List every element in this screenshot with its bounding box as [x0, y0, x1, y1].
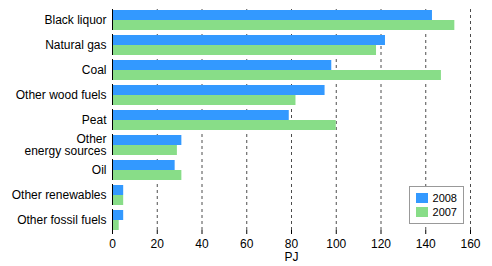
svg-text:140: 140 — [416, 237, 436, 251]
svg-text:Other wood fuels: Other wood fuels — [16, 88, 107, 102]
svg-text:60: 60 — [240, 237, 254, 251]
svg-text:0: 0 — [109, 237, 116, 251]
svg-text:Peat: Peat — [82, 113, 107, 127]
svg-text:Otherenergy sources: Otherenergy sources — [24, 132, 106, 158]
svg-text:80: 80 — [284, 237, 299, 251]
svg-text:Other renewables: Other renewables — [12, 188, 107, 202]
svg-text:40: 40 — [195, 237, 209, 251]
svg-text:Other fossil fuels: Other fossil fuels — [17, 213, 106, 227]
svg-text:Coal: Coal — [82, 63, 107, 77]
svg-text:PJ: PJ — [284, 250, 298, 264]
svg-text:Black liquor: Black liquor — [44, 13, 106, 27]
svg-text:120: 120 — [371, 237, 391, 251]
svg-text:20: 20 — [151, 237, 165, 251]
svg-text:Natural gas: Natural gas — [45, 38, 106, 52]
html-text:2007: 2007 — [432, 206, 457, 218]
svg-text:160: 160 — [460, 237, 480, 251]
svg-text:100: 100 — [326, 237, 346, 251]
html-text:2008: 2008 — [432, 192, 457, 204]
svg-text:Oil: Oil — [92, 163, 107, 177]
